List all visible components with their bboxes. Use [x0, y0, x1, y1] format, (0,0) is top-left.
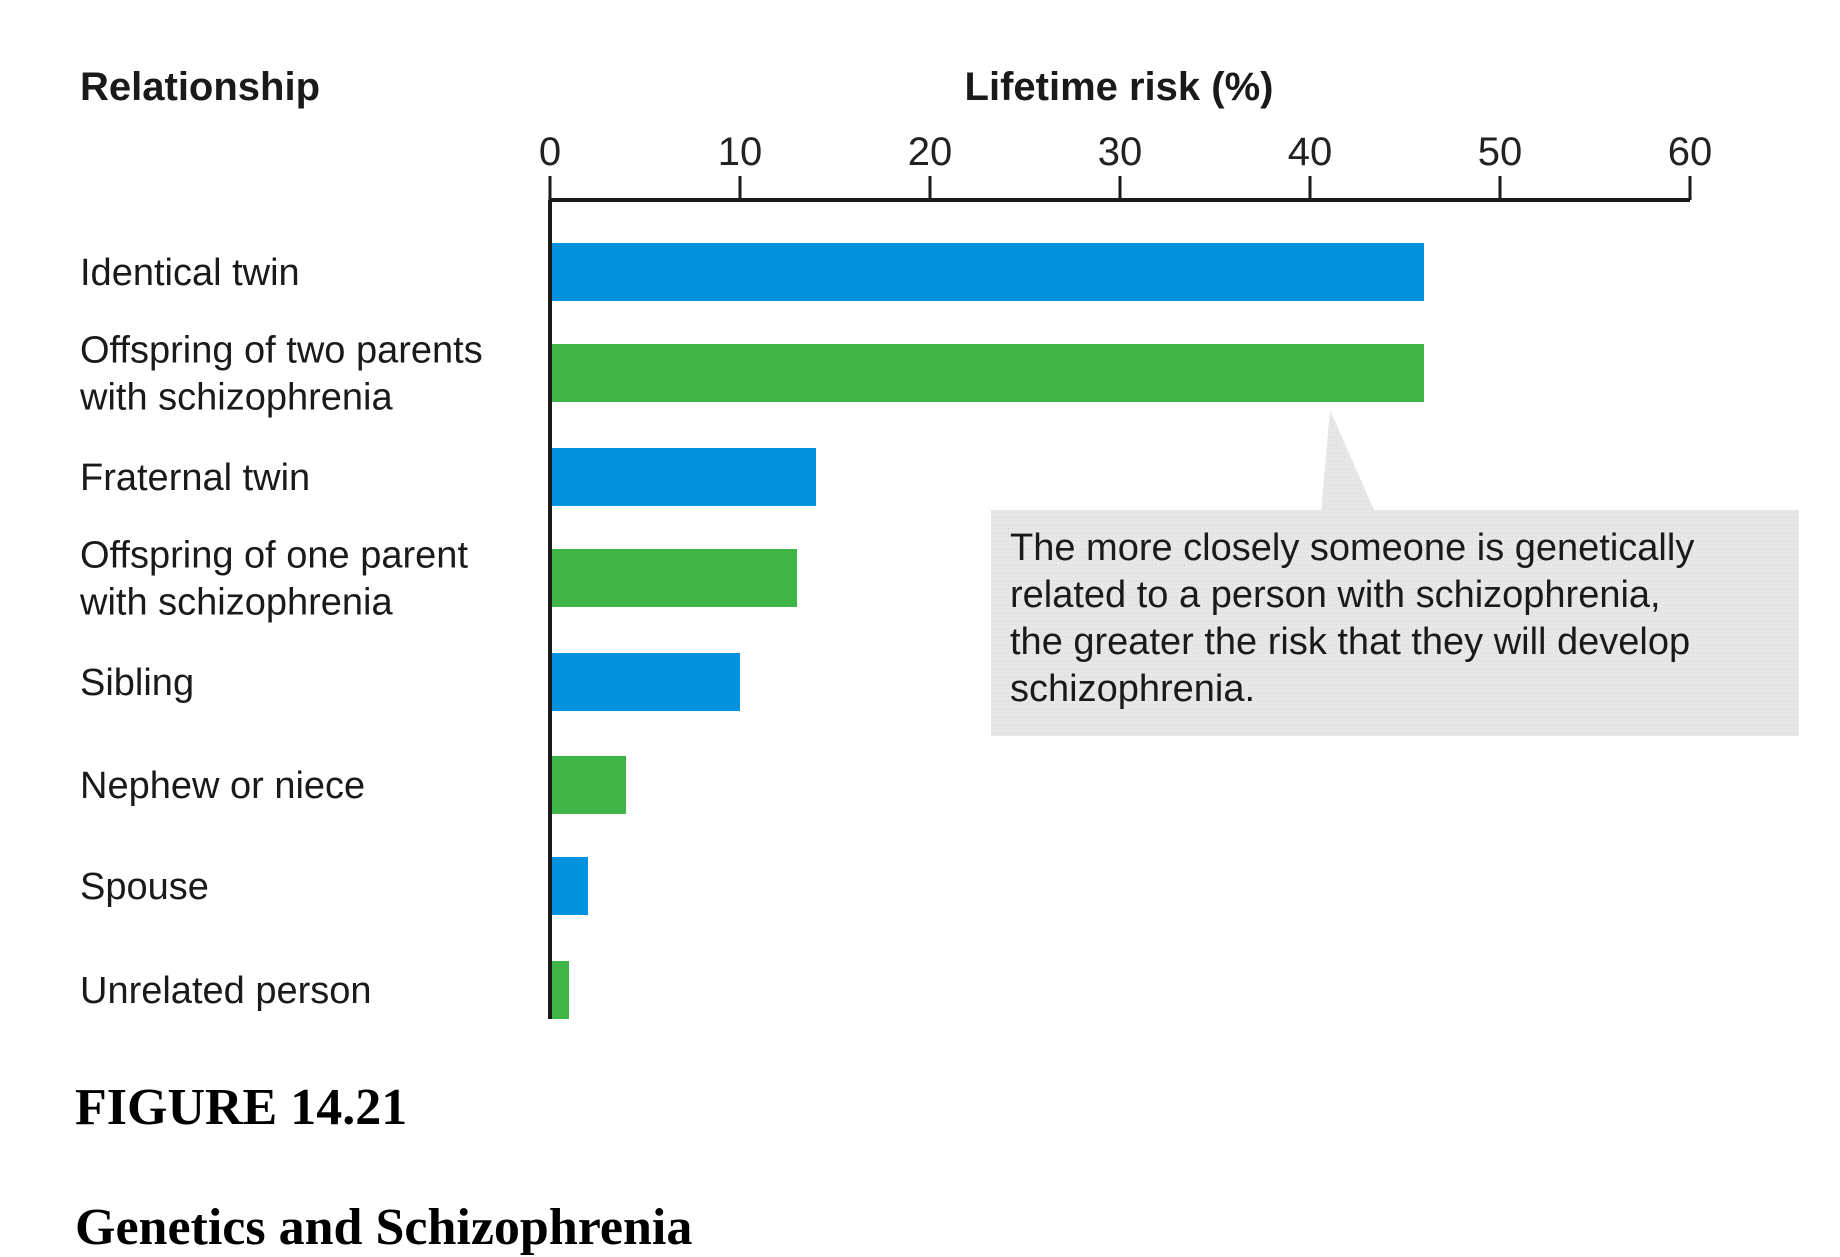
annotation-callout: The more closely someone is genetically r…: [991, 410, 1799, 736]
x-tick-label: 0: [539, 130, 561, 174]
figure-number: FIGURE 14.21: [75, 1079, 408, 1136]
x-tick-label: 50: [1478, 130, 1523, 174]
bar: [550, 448, 816, 506]
category-label: with schizophrenia: [79, 582, 393, 624]
bar: [550, 243, 1424, 301]
bar: [550, 549, 797, 607]
bar: [550, 857, 588, 915]
category-header: Relationship: [80, 65, 320, 109]
x-tick-label: 60: [1668, 130, 1713, 174]
category-label: with schizophrenia: [79, 377, 393, 419]
callout-pointer: [1321, 410, 1375, 512]
callout-box: [991, 510, 1799, 736]
category-label: Identical twin: [80, 252, 300, 294]
category-label: Unrelated person: [80, 970, 372, 1012]
risk-bar-chart: Relationship Lifetime risk (%) The more …: [79, 65, 1799, 1019]
x-tick-label: 20: [908, 130, 953, 174]
figure-title: Genetics and Schizophrenia: [75, 1199, 693, 1256]
category-label: Nephew or niece: [80, 765, 365, 807]
x-tick-label: 30: [1098, 130, 1143, 174]
x-tick-label: 40: [1288, 130, 1333, 174]
category-label: Offspring of one parent: [80, 535, 468, 577]
category-label: Sibling: [80, 662, 194, 704]
annotation-line: the greater the risk that they will deve…: [1010, 621, 1690, 663]
bar: [550, 344, 1424, 402]
annotation-line: related to a person with schizophrenia,: [1010, 574, 1661, 616]
category-label: Fraternal twin: [80, 457, 310, 499]
bar: [550, 653, 740, 711]
annotation-line: The more closely someone is genetically: [1010, 527, 1694, 569]
category-label: Offspring of two parents: [80, 330, 483, 372]
annotation-line: schizophrenia.: [1010, 668, 1255, 710]
x-axis-label: Lifetime risk (%): [965, 65, 1274, 109]
category-label: Spouse: [80, 866, 209, 908]
x-tick-label: 10: [718, 130, 763, 174]
bar: [550, 961, 569, 1019]
bar: [550, 756, 626, 814]
